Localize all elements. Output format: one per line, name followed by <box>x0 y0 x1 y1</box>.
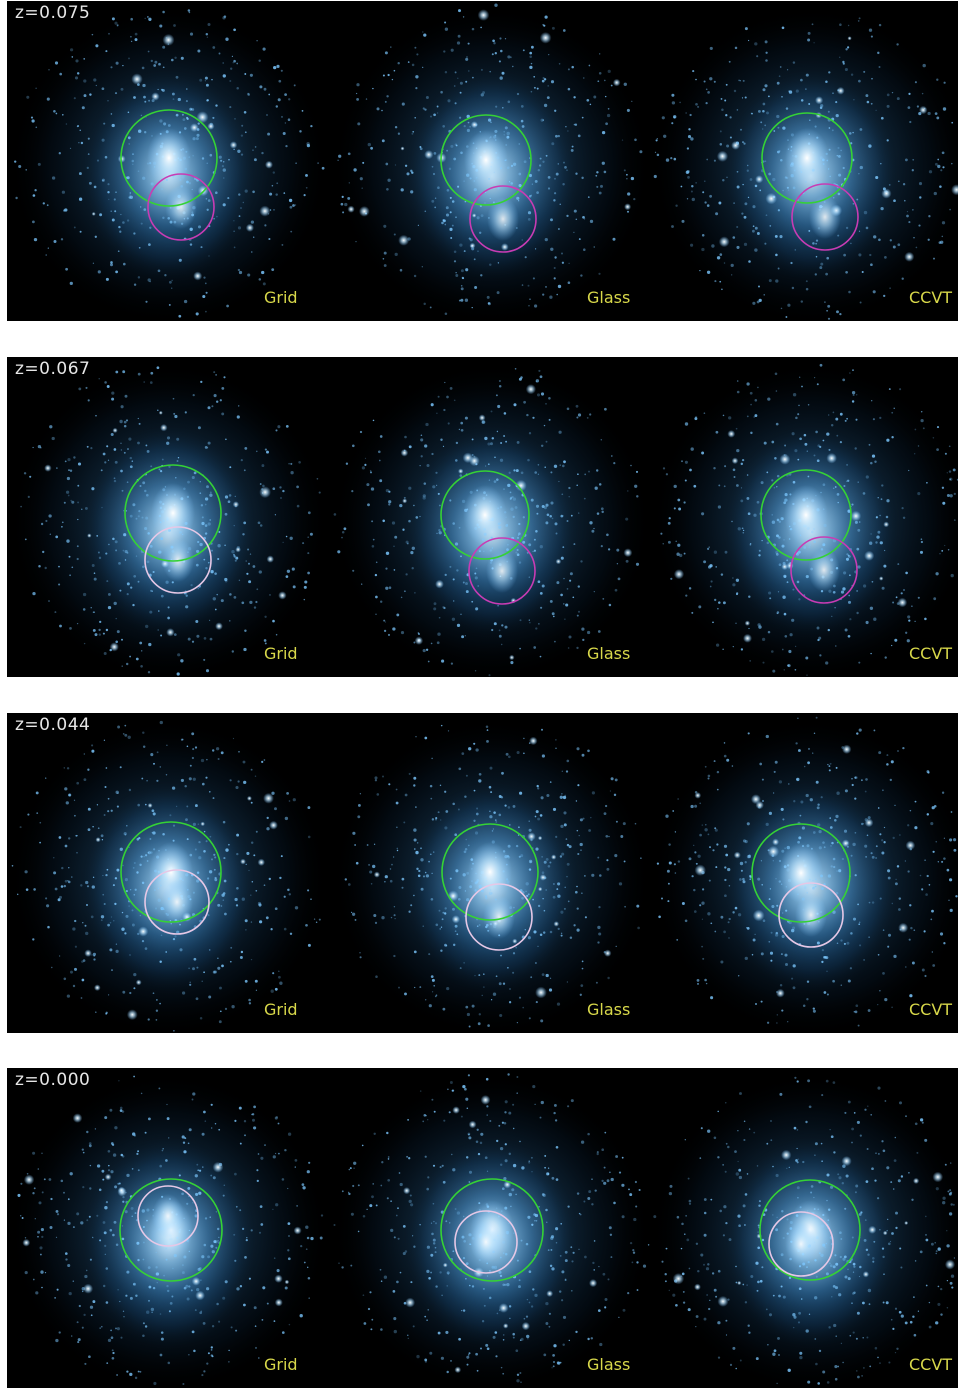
secondary-halo-circle <box>144 526 212 594</box>
redshift-label: z=0.000 <box>15 1070 91 1090</box>
main-halo-circle <box>761 112 853 204</box>
main-halo-circle <box>119 1178 223 1282</box>
halo-panel <box>9 362 329 677</box>
halo-panel <box>9 6 329 321</box>
halo-panel <box>651 716 958 1033</box>
main-halo-circle <box>124 464 222 562</box>
panel-label-grid: Grid <box>264 1000 298 1019</box>
snapshot-row-2: z=0.067 Grid Glass CCVT <box>7 357 958 677</box>
main-halo-circle <box>440 470 530 560</box>
secondary-halo-circle <box>791 183 859 251</box>
halo-panel <box>332 362 652 677</box>
panel-label-ccvt: CCVT <box>909 288 953 307</box>
halo-panel <box>332 3 652 321</box>
main-halo-circle <box>751 823 851 923</box>
panel-label-glass: Glass <box>587 644 631 663</box>
panel-label-glass: Glass <box>587 288 631 307</box>
main-halo-circle <box>120 109 218 207</box>
main-halo-circle <box>440 114 532 206</box>
halo-panel <box>9 718 329 1033</box>
secondary-halo-circle <box>454 1210 518 1274</box>
simulation-image-row-4 <box>9 1073 958 1388</box>
secondary-halo-circle <box>768 1211 834 1277</box>
redshift-label: z=0.067 <box>15 359 91 379</box>
panel-label-glass: Glass <box>587 1000 631 1019</box>
secondary-halo-circle <box>778 882 844 948</box>
secondary-halo-circle <box>147 173 215 241</box>
panel-label-ccvt: CCVT <box>909 1000 953 1019</box>
halo-panel <box>651 1073 958 1388</box>
redshift-label: z=0.075 <box>15 3 91 23</box>
halo-panel <box>651 362 958 677</box>
snapshot-row-1: z=0.075 Grid Glass CCVT <box>7 1 958 321</box>
secondary-halo-circle <box>790 536 858 604</box>
halo-panel <box>332 718 652 1033</box>
simulation-image-row-1 <box>9 3 958 321</box>
panel-label-grid: Grid <box>264 644 298 663</box>
panel-label-ccvt: CCVT <box>909 644 953 663</box>
redshift-label: z=0.044 <box>15 715 91 735</box>
halo-panel <box>9 1073 329 1388</box>
halo-panel <box>332 1073 652 1388</box>
secondary-halo-circle <box>137 1185 199 1247</box>
secondary-halo-circle <box>465 883 533 951</box>
main-halo-circle <box>760 469 852 561</box>
main-halo-circle <box>441 823 539 921</box>
simulation-image-row-3 <box>9 716 958 1033</box>
panel-label-grid: Grid <box>264 288 298 307</box>
halo-panel <box>651 6 958 321</box>
panel-label-grid: Grid <box>264 1355 298 1374</box>
secondary-halo-circle <box>469 185 537 253</box>
snapshot-row-4: z=0.000 Grid Glass CCVT <box>7 1068 958 1388</box>
secondary-halo-circle <box>468 537 536 605</box>
secondary-halo-circle <box>144 869 210 935</box>
snapshot-row-3: z=0.044 Grid Glass CCVT <box>7 713 958 1033</box>
panel-label-ccvt: CCVT <box>909 1355 953 1374</box>
main-halo-circle <box>120 821 222 923</box>
main-halo-circle <box>440 1178 544 1282</box>
panel-label-glass: Glass <box>587 1355 631 1374</box>
main-halo-circle <box>759 1179 861 1281</box>
simulation-image-row-2 <box>9 362 958 677</box>
